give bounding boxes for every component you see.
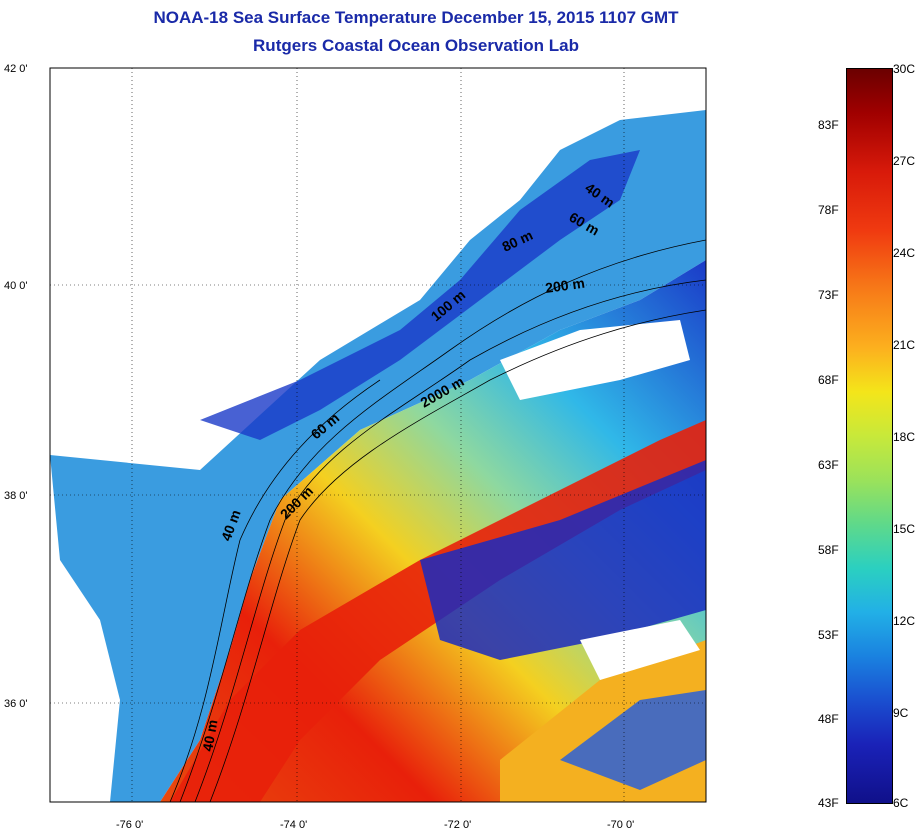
colorbar-f-label: 68F — [818, 373, 839, 387]
colorbar-c-label: 24C — [893, 246, 916, 260]
contour-label: 200 m — [544, 275, 586, 296]
colorbar-c-label: 21C — [893, 338, 916, 352]
colorbar-f-label: 78F — [818, 203, 839, 217]
cloud-gap-2 — [580, 620, 700, 680]
colorbar-c-label: 15C — [893, 522, 916, 536]
lon-label: -72 0' — [444, 819, 471, 831]
map-title: NOAA-18 Sea Surface Temperature December… — [153, 8, 679, 27]
lon-label: -74 0' — [280, 819, 307, 831]
temperature-colorbar — [846, 68, 893, 804]
lat-label: 38 0' — [4, 490, 28, 502]
shelf-water — [50, 110, 706, 802]
colorbar-c-label: 18C — [893, 430, 916, 444]
colorbar-f-label: 53F — [818, 628, 839, 642]
lat-label: 42 0' — [4, 63, 28, 75]
colorbar-c-label: 30C — [893, 62, 916, 76]
colorbar-c-label: 9C — [893, 706, 909, 720]
lon-label: -70 0' — [607, 819, 634, 831]
colorbar-f-label: 73F — [818, 288, 839, 302]
cloud-gap — [500, 320, 690, 400]
colorbar-f-label: 63F — [818, 458, 839, 472]
colorbar-f-label: 58F — [818, 543, 839, 557]
contour-label: 40 m — [199, 718, 220, 752]
colorbar-c-label: 27C — [893, 154, 916, 168]
colorbar-f-label: 43F — [818, 796, 839, 810]
graticule — [50, 68, 706, 802]
lat-label: 40 0' — [4, 280, 28, 292]
lat-label: 36 0' — [4, 698, 28, 710]
map-frame — [49, 67, 707, 803]
cold-patch-east — [420, 460, 706, 660]
coastal-cold-water — [200, 150, 640, 440]
lon-label: -76 0' — [116, 819, 143, 831]
colorbar-f-label: 48F — [818, 712, 839, 726]
cold-patch-southeast — [560, 690, 706, 790]
colorbar-c-label: 12C — [893, 614, 916, 628]
colorbar-c-label: 6C — [893, 796, 909, 810]
colorbar-f-label: 83F — [818, 118, 839, 132]
map-subtitle: Rutgers Coastal Ocean Observation Lab — [253, 36, 579, 55]
